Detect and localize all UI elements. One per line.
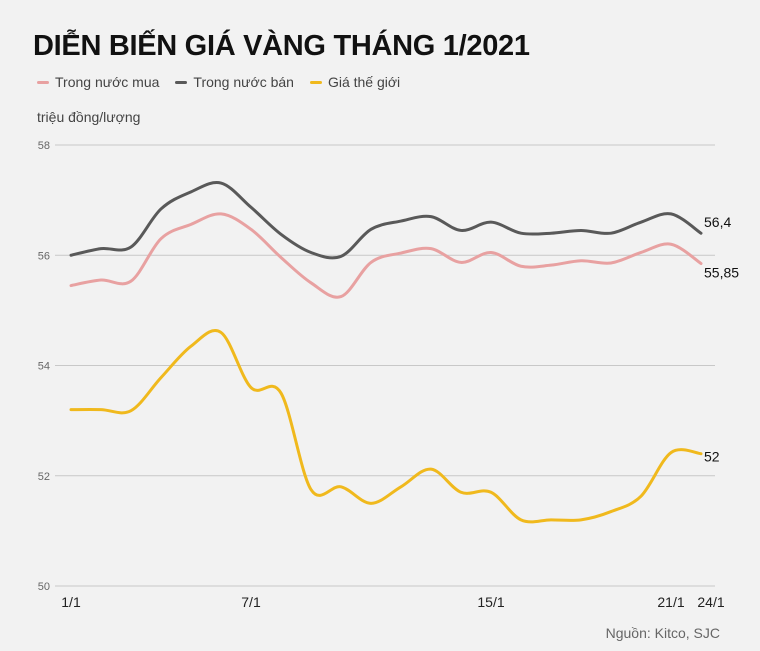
legend-swatch-world (309, 80, 322, 84)
y-tick-label: 54 (38, 361, 50, 373)
y-tick-label: 58 (38, 140, 50, 152)
end-value-label: 56,4 (704, 214, 731, 230)
end-value-label: 55,85 (704, 265, 739, 281)
end-value-label: 52 (704, 449, 720, 465)
legend-label-mua: Trong nước mua (55, 74, 160, 90)
y-tick-label: 50 (38, 581, 50, 593)
series-line-0 (69, 212, 703, 299)
x-tick-label: 15/1 (477, 594, 504, 610)
y-axis-label: triệu đồng/lượng (37, 109, 141, 125)
y-tick-label: 52 (38, 471, 50, 483)
x-tick-label: 1/1 (61, 594, 81, 610)
legend-label-world: Giá thế giới (327, 74, 401, 90)
source-note: Nguồn: Kitco, SJC (605, 625, 720, 641)
x-tick-label: 7/1 (241, 594, 261, 610)
series-line-2 (69, 329, 703, 524)
legend-swatch-ban (175, 80, 188, 84)
legend-swatch-mua (37, 80, 49, 84)
legend: Trong nước mua Trong nước bán Giá thế gi… (37, 74, 400, 90)
chart-title: DIỄN BIẾN GIÁ VÀNG THÁNG 1/2021 (33, 30, 530, 62)
series-line-1 (69, 181, 703, 260)
x-tick-label: 21/1 (657, 594, 684, 610)
y-tick-label: 56 (38, 250, 50, 262)
legend-item-mua: Trong nước mua (37, 74, 159, 90)
legend-item-world: Giá thế giới (309, 74, 401, 90)
x-tick-label: 24/1 (697, 594, 724, 610)
legend-label-ban: Trong nước bán (193, 74, 294, 90)
legend-item-ban: Trong nước bán (175, 74, 294, 90)
